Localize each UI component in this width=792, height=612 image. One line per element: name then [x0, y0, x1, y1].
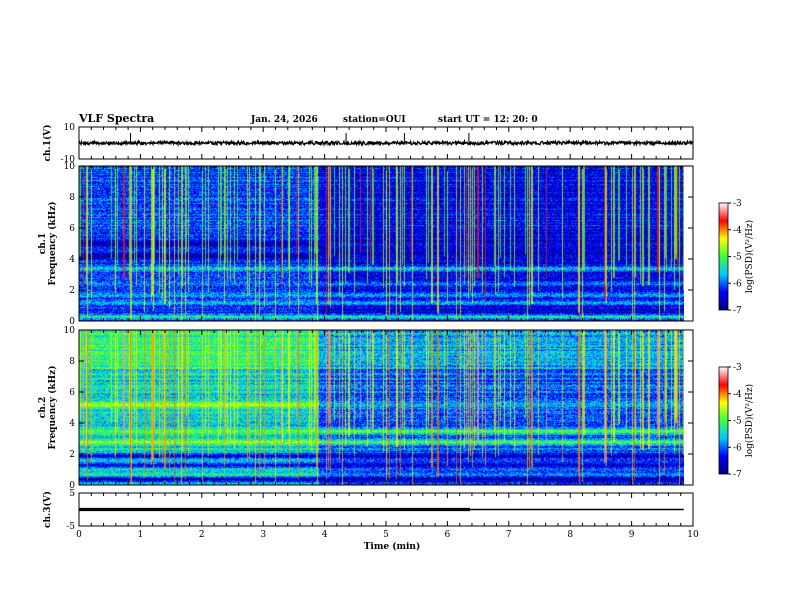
y-tick-label: -10 — [61, 155, 76, 165]
y-axis-label: ch.1 — [38, 233, 48, 254]
colorbar-label: log(PSD)(V²/Hz) — [744, 220, 755, 293]
ch1-trace — [78, 138, 694, 148]
y-tick-label: 4 — [69, 419, 75, 429]
x-tick-label: 8 — [567, 530, 573, 540]
y-tick-label: 10 — [64, 162, 76, 172]
y-tick-label: 8 — [69, 357, 75, 367]
ch1-colorbar: -3 -4 -5 -6 -7 log(PSD)(V²/Hz) — [718, 199, 755, 316]
x-tick-label: 3 — [260, 530, 266, 540]
figure-title: VLF Spectra — [78, 112, 154, 125]
colorbar-tick-label: -6 — [733, 443, 742, 453]
y-tick-label: 10 — [64, 123, 76, 133]
colorbar-tick-label: -3 — [733, 363, 742, 373]
colorbar-tick-label: -3 — [733, 199, 742, 209]
y-axis-label: ch.2 — [38, 397, 48, 418]
y-tick-label: 10 — [64, 326, 76, 336]
y-tick-label: 6 — [69, 224, 75, 234]
x-tick-label: 5 — [383, 530, 389, 540]
colorbar-tick-label: -4 — [733, 226, 742, 236]
x-tick-label: 0 — [76, 530, 82, 540]
x-axis-label: Time (min) — [364, 541, 421, 552]
x-tick-label: 6 — [445, 530, 451, 540]
ch3-waveform-panel: 5 -5 ch.3(V) — [42, 489, 694, 532]
ch2-colorbar: -3 -4 -5 -6 -7 log(PSD)(V²/Hz) — [718, 363, 755, 480]
colorbar-tick-label: -7 — [733, 470, 742, 480]
y-tick-label: 6 — [69, 388, 75, 398]
spectrogram-image — [79, 330, 684, 485]
figure-date: Jan. 24, 2026 — [250, 115, 318, 125]
colorbar-tick-label: -4 — [733, 390, 742, 400]
colorbar-gradient — [718, 202, 729, 311]
colorbar-tick-label: -5 — [733, 417, 742, 427]
time-axis: 0 1 2 3 4 5 6 7 8 9 10 Time (min) — [76, 530, 699, 552]
ch2-spectrogram-panel: 0 2 4 6 8 10 ch.2 Frequency (kHz) — [38, 326, 694, 491]
y-axis-label: Frequency (kHz) — [47, 201, 58, 285]
ch1-spectrogram-panel: 0 2 4 6 8 10 ch.1 Frequency (kHz) — [38, 162, 694, 327]
colorbar-gradient — [718, 366, 729, 475]
y-axis-label: Frequency (kHz) — [47, 365, 58, 449]
y-axis-label: ch.1(V) — [42, 125, 53, 162]
x-tick-label: 4 — [322, 530, 328, 540]
y-axis-label: ch.3(V) — [42, 491, 53, 528]
x-tick-label: 7 — [506, 530, 512, 540]
y-tick-label: 2 — [69, 450, 75, 460]
y-tick-label: 8 — [69, 193, 75, 203]
figure-station: station=OUI — [343, 115, 406, 125]
x-tick-label: 10 — [687, 530, 699, 540]
colorbar-tick-label: -5 — [733, 253, 742, 263]
y-tick-label: 0 — [69, 317, 75, 327]
x-tick-label: 1 — [138, 530, 144, 540]
figure-start-time: start UT = 12: 20: 0 — [438, 115, 538, 125]
y-tick-label: 4 — [69, 255, 75, 265]
spectrogram-image — [79, 166, 684, 321]
ch1-waveform-panel: 10 -10 ch.1(V) — [42, 123, 694, 165]
x-tick-label: 9 — [629, 530, 635, 540]
colorbar-tick-label: -7 — [733, 306, 742, 316]
colorbar-tick-label: -6 — [733, 279, 742, 289]
y-tick-label: 5 — [69, 489, 75, 499]
y-tick-label: 2 — [69, 286, 75, 296]
y-tick-label: -5 — [66, 522, 75, 532]
y-tick-label: 0 — [69, 481, 75, 491]
x-tick-label: 2 — [199, 530, 205, 540]
colorbar-label: log(PSD)(V²/Hz) — [744, 384, 755, 457]
